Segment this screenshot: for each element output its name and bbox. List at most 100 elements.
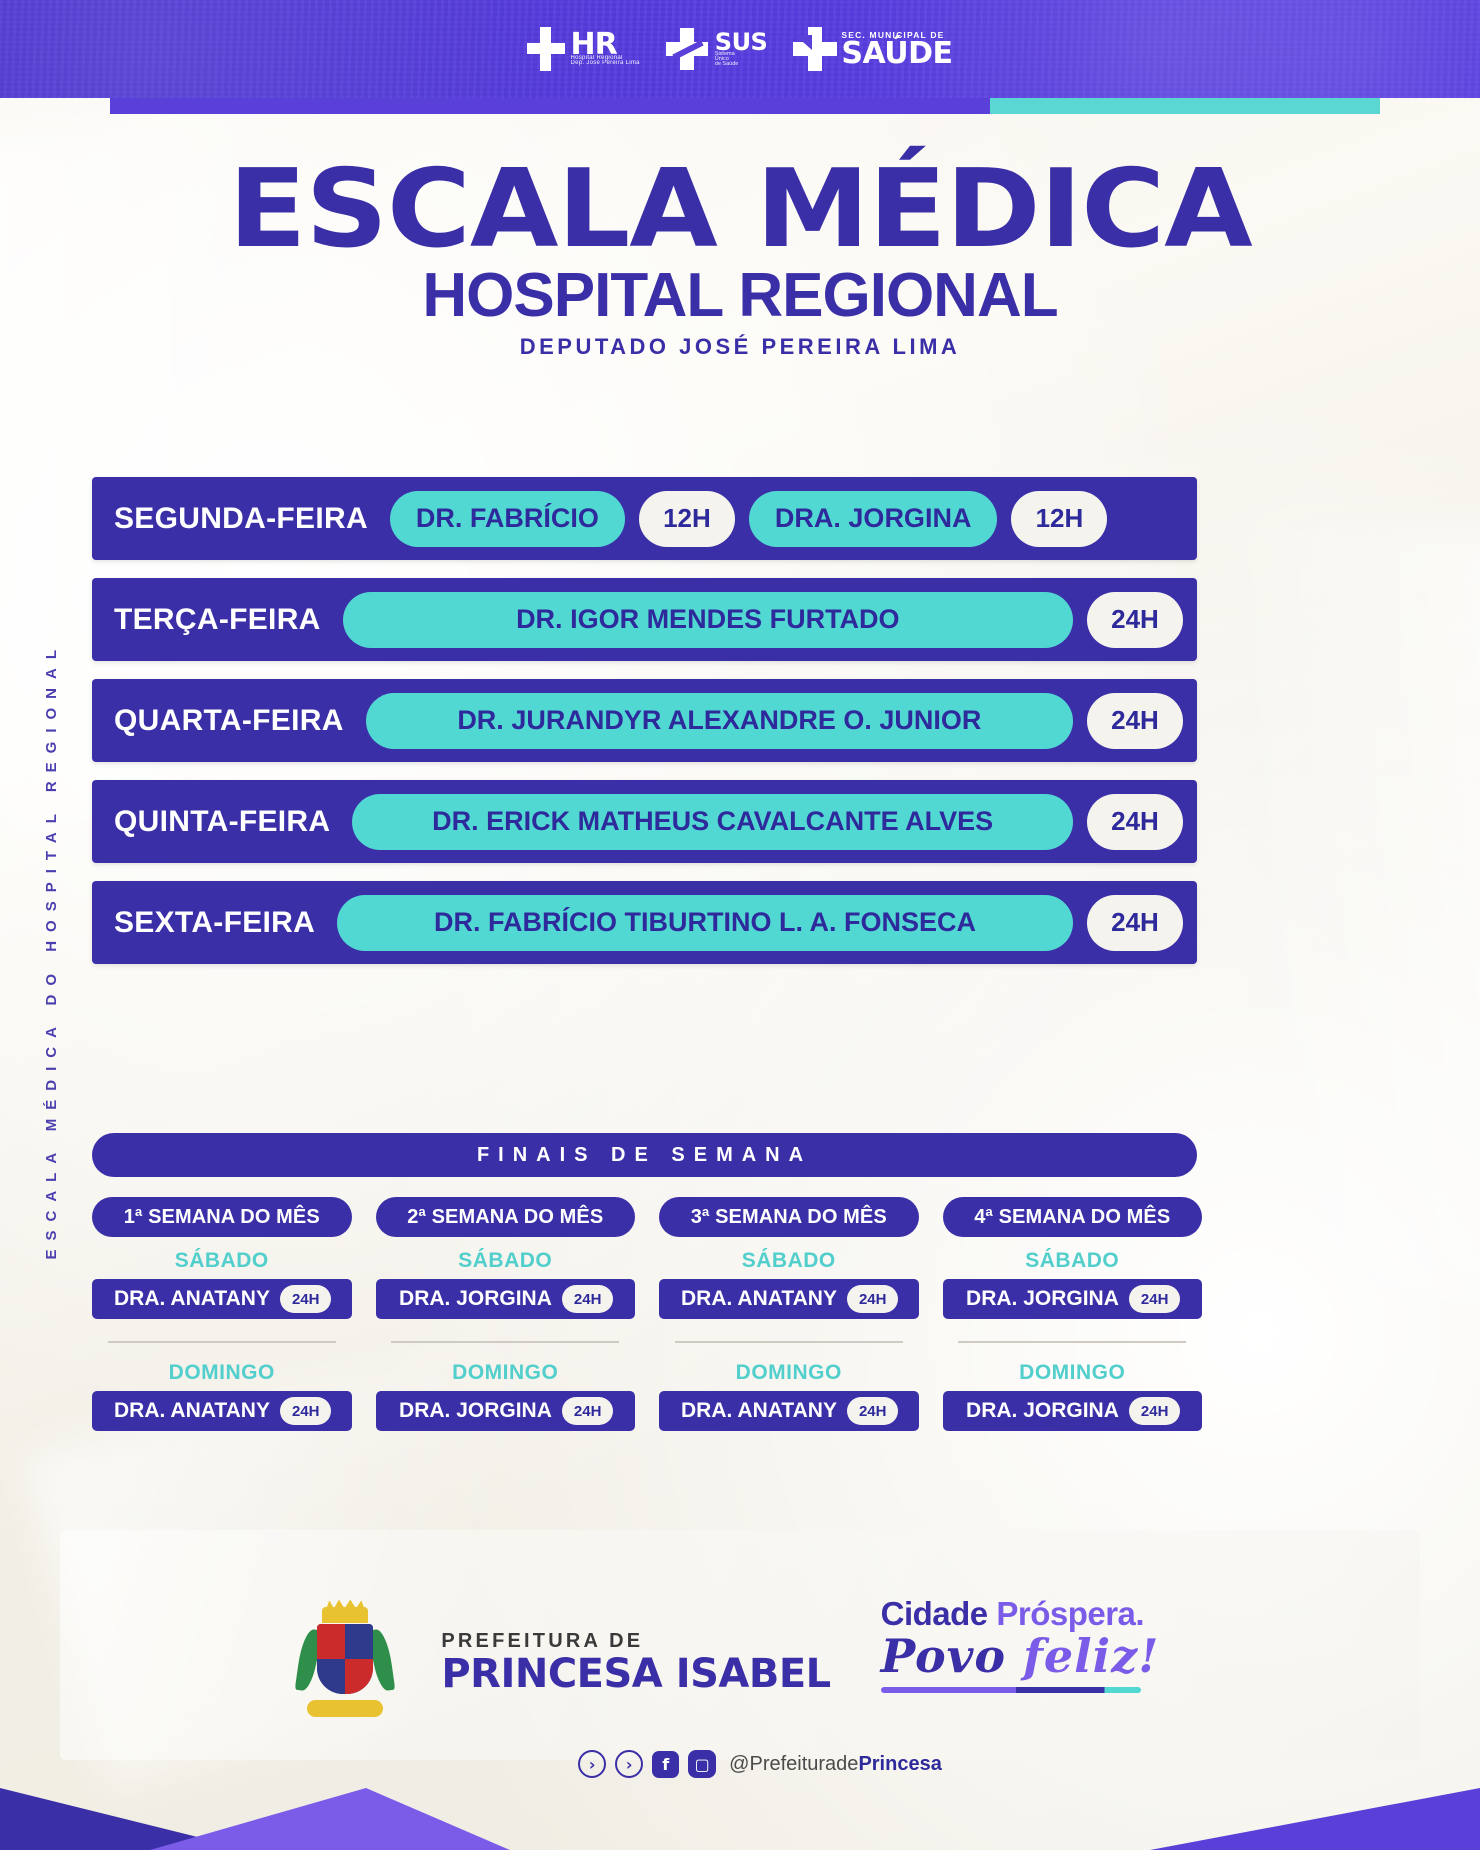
hours-badge: 24H <box>1087 793 1183 850</box>
header-background-photo <box>0 0 1480 98</box>
page-deputy-name: DEPUTADO JOSÉ PEREIRA LIMA <box>519 334 961 360</box>
doctor-pill[interactable]: DR. IGOR MENDES FURTADO <box>342 591 1073 648</box>
doctor-name: DRA. JORGINA <box>399 1287 552 1310</box>
header-bar: HR Hospital Regional Dep. José Pereira L… <box>0 0 1480 98</box>
sunday-label: DOMINGO <box>735 1361 842 1384</box>
shield-icon <box>317 1623 374 1694</box>
weekend-doctor-chip[interactable]: DRA. JORGINA 24H <box>942 1279 1202 1319</box>
chevron-shape-right <box>1150 1788 1480 1850</box>
accent-band-indigo <box>110 98 990 114</box>
table-row[interactable]: QUARTA-FEIRA DR. JURANDYR ALEXANDRE O. J… <box>92 679 1197 762</box>
saude-wedge-icon <box>795 35 813 50</box>
hours-badge: 12H <box>638 490 735 547</box>
doctor-pill[interactable]: DR. FABRÍCIO TIBURTINO L. A. FONSECA <box>337 894 1073 951</box>
page-title: ESCALA MÉDICA <box>228 147 1252 272</box>
weekend-doctor-chip[interactable]: DRA. ANATANY 24H <box>92 1279 352 1319</box>
divider <box>107 1341 336 1343</box>
slogan-line-1: Cidade Próspera. <box>881 1595 1181 1633</box>
weekday-label: SEGUNDA-FEIRA <box>114 501 368 535</box>
table-row[interactable]: QUINTA-FEIRA DR. ERICK MATHEUS CAVALCANT… <box>92 780 1197 863</box>
social-handle-prefix: @Prefeiturade <box>729 1752 859 1775</box>
doctor-name: DRA. JORGINA <box>399 1399 552 1422</box>
footer-branding: PREFEITURA DE PRINCESA ISABEL Cidade Pró… <box>0 1595 1480 1730</box>
weekend-doctor-chip[interactable]: DRA. ANATANY 24H <box>92 1391 352 1431</box>
week-column: 4ª SEMANA DO MÊS SÁBADO DRA. JORGINA 24H… <box>942 1197 1202 1431</box>
weekend-doctor-chip[interactable]: DRA. JORGINA 24H <box>375 1391 635 1431</box>
chevron-right-icon[interactable]: › <box>615 1750 644 1778</box>
crown-icon <box>322 1606 369 1623</box>
sunday-label: DOMINGO <box>168 1361 275 1384</box>
title-block: ESCALA MÉDICA HOSPITAL REGIONAL DEPUTADO… <box>0 147 1480 360</box>
hours-badge: 24H <box>1128 1397 1181 1425</box>
sunday-label: DOMINGO <box>452 1361 559 1384</box>
weekend-section-header: FINAIS DE SEMANA <box>92 1133 1197 1177</box>
vertical-side-label: ESCALA MÉDICA DO HOSPITAL REGIONAL <box>28 400 74 1500</box>
bottom-decoration <box>0 1788 1480 1850</box>
weekday-label: SEXTA-FEIRA <box>114 905 316 939</box>
hr-logo-subtext2: Dep. José Pereira Lima <box>570 59 640 66</box>
prefeitura-wordmark: PREFEITURA DE PRINCESA ISABEL <box>441 1630 831 1697</box>
saturday-label: SÁBADO <box>741 1249 836 1272</box>
sus-cross-icon <box>665 28 708 70</box>
hours-badge: 24H <box>1128 1285 1181 1313</box>
sus-logo-subtext2: Único <box>714 55 729 62</box>
instagram-icon[interactable]: ▢ <box>688 1750 717 1778</box>
prefeitura-small-label: PREFEITURA DE <box>441 1630 644 1652</box>
slogan-line2-b: feliz! <box>1023 1629 1160 1683</box>
weekday-label: QUINTA-FEIRA <box>114 804 331 838</box>
chevron-shape-center <box>150 1788 510 1850</box>
table-row[interactable]: TERÇA-FEIRA DR. IGOR MENDES FURTADO 24H <box>92 578 1197 661</box>
weekday-label: TERÇA-FEIRA <box>114 602 321 636</box>
slogan-line1-a: Cidade <box>880 1595 997 1632</box>
doctor-pill[interactable]: DRA. JORGINA <box>748 490 998 547</box>
weekday-label: QUARTA-FEIRA <box>114 703 344 737</box>
saude-logo-text: SAÚDE <box>841 35 953 71</box>
saturday-label: SÁBADO <box>458 1249 553 1272</box>
week-title: 4ª SEMANA DO MÊS <box>942 1197 1202 1237</box>
hr-logo-subtext: Hospital Regional <box>570 55 623 62</box>
divider <box>958 1341 1187 1343</box>
doctor-name: DRA. ANATANY <box>681 1399 837 1422</box>
slogan-underline <box>880 1687 1141 1693</box>
sunday-label: DOMINGO <box>1019 1361 1126 1384</box>
weekend-doctor-chip[interactable]: DRA. ANATANY 24H <box>659 1391 919 1431</box>
table-row[interactable]: SEXTA-FEIRA DR. FABRÍCIO TIBURTINO L. A.… <box>92 881 1197 964</box>
table-row[interactable]: SEGUNDA-FEIRA DR. FABRÍCIO 12H DRA. JORG… <box>92 477 1197 560</box>
prefeitura-city-name: PRINCESA ISABEL <box>441 1651 831 1697</box>
weekend-doctor-chip[interactable]: DRA. JORGINA 24H <box>942 1391 1202 1431</box>
slogan-block: Cidade Próspera. Povo feliz! <box>880 1595 1181 1730</box>
hours-badge: 24H <box>1087 894 1183 951</box>
sus-slash-icon <box>672 40 704 60</box>
ribbon-icon <box>307 1699 384 1717</box>
saude-cross-icon <box>793 27 838 71</box>
weekend-doctor-chip[interactable]: DRA. ANATANY 24H <box>659 1279 919 1319</box>
accent-band-teal <box>990 98 1380 114</box>
doctor-name: DRA. ANATANY <box>681 1287 837 1310</box>
weekend-doctor-chip[interactable]: DRA. JORGINA 24H <box>375 1279 635 1319</box>
weekend-schedule-grid: 1ª SEMANA DO MÊS SÁBADO DRA. ANATANY 24H… <box>92 1197 1202 1431</box>
slogan-line2-a: Povo <box>880 1629 1024 1683</box>
social-handle[interactable]: @PrefeituradePrincesa <box>729 1753 942 1776</box>
chevron-right-icon[interactable]: › <box>578 1750 607 1778</box>
saude-logo-subtext: SEC. MUNICIPAL DE <box>841 29 945 40</box>
sus-logo-subtext3: de Saúde <box>714 60 739 67</box>
doctor-pill[interactable]: DR. FABRÍCIO <box>389 490 625 547</box>
saude-logo: SEC. MUNICIPAL DE SAÚDE <box>793 27 953 71</box>
doctor-pill[interactable]: DR. ERICK MATHEUS CAVALCANTE ALVES <box>352 793 1073 850</box>
doctor-pill[interactable]: DR. JURANDYR ALEXANDRE O. JUNIOR <box>365 692 1073 749</box>
divider <box>391 1341 620 1343</box>
sus-logo: SUS Sistema Único de Saúde <box>665 28 768 70</box>
hours-badge: 24H <box>846 1397 899 1425</box>
divider <box>674 1341 903 1343</box>
facebook-icon[interactable]: f <box>652 1750 680 1778</box>
hours-badge: 24H <box>1087 591 1183 648</box>
weekday-schedule-list: SEGUNDA-FEIRA DR. FABRÍCIO 12H DRA. JORG… <box>92 477 1197 982</box>
hours-badge: 24H <box>561 1397 614 1425</box>
week-column: 1ª SEMANA DO MÊS SÁBADO DRA. ANATANY 24H… <box>92 1197 352 1431</box>
sus-logo-subtext: Sistema <box>714 51 735 58</box>
doctor-name: DRA. JORGINA <box>966 1287 1119 1310</box>
week-title: 1ª SEMANA DO MÊS <box>92 1197 352 1237</box>
slogan-line-2: Povo feliz! <box>881 1629 1181 1683</box>
medical-cross-icon <box>527 27 566 71</box>
